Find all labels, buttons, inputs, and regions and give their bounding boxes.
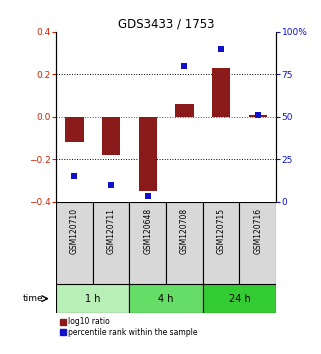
Text: GSM120716: GSM120716 <box>253 208 262 254</box>
Bar <box>203 201 239 285</box>
Text: GSM120708: GSM120708 <box>180 208 189 254</box>
Text: 4 h: 4 h <box>158 293 174 304</box>
Text: 24 h: 24 h <box>229 293 250 304</box>
Bar <box>129 201 166 285</box>
Point <box>219 46 224 52</box>
Text: time: time <box>22 294 43 303</box>
Point <box>182 63 187 69</box>
Bar <box>56 201 93 285</box>
Bar <box>65 117 84 142</box>
Point <box>108 182 114 187</box>
Bar <box>56 285 129 313</box>
Bar <box>212 68 230 117</box>
Text: GSM120648: GSM120648 <box>143 208 152 254</box>
Text: 1 h: 1 h <box>85 293 100 304</box>
Bar <box>175 104 194 117</box>
Text: GSM120710: GSM120710 <box>70 208 79 254</box>
Point <box>72 173 77 179</box>
Bar <box>93 201 129 285</box>
Bar <box>239 201 276 285</box>
Bar <box>166 201 203 285</box>
Point <box>255 112 260 118</box>
Bar <box>203 285 276 313</box>
Title: GDS3433 / 1753: GDS3433 / 1753 <box>118 18 214 31</box>
Bar <box>102 117 120 155</box>
Point <box>145 194 150 199</box>
Text: GSM120715: GSM120715 <box>217 208 226 254</box>
Bar <box>129 285 203 313</box>
Text: GSM120711: GSM120711 <box>107 208 116 254</box>
Bar <box>248 115 267 117</box>
Legend: log10 ratio, percentile rank within the sample: log10 ratio, percentile rank within the … <box>60 316 199 338</box>
Bar <box>139 117 157 191</box>
